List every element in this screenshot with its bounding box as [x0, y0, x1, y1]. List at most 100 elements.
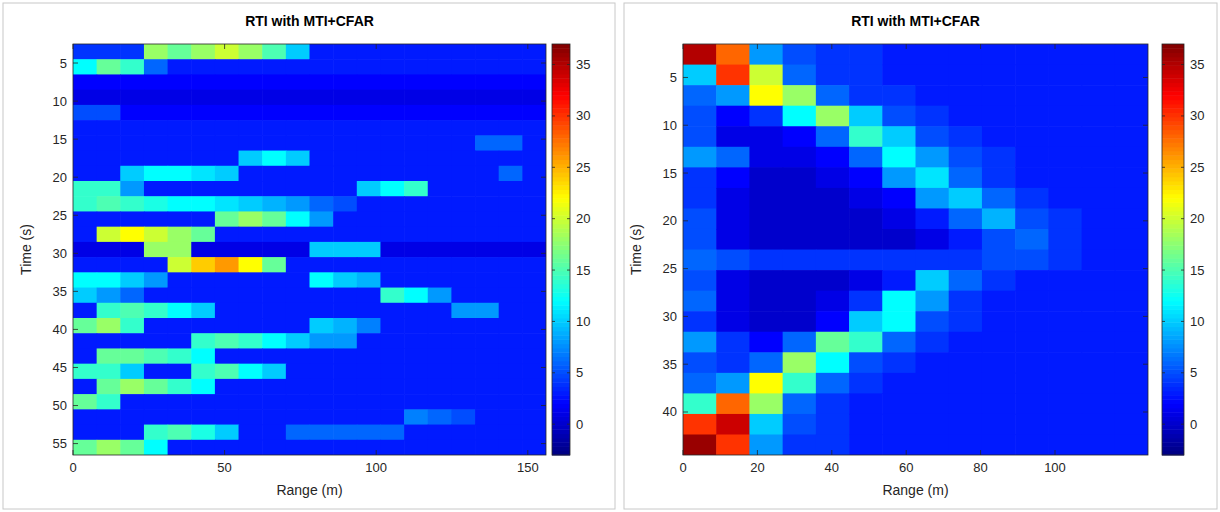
cell	[522, 44, 546, 60]
y-tick	[683, 364, 688, 365]
cell	[191, 151, 215, 167]
colorbar-gradient	[552, 190, 570, 195]
y-tick-label: 5	[60, 56, 67, 71]
cell	[1115, 85, 1148, 106]
cell	[286, 425, 310, 441]
cell	[310, 151, 334, 167]
cell	[168, 211, 192, 227]
colorbar-gradient	[552, 369, 570, 374]
cell	[357, 364, 381, 380]
colorbar-tick-label: 15	[1190, 263, 1204, 278]
cell	[451, 379, 475, 395]
cell	[499, 425, 523, 441]
cell	[333, 394, 357, 410]
cell	[120, 211, 144, 227]
colorbar-gradient	[1162, 147, 1184, 152]
cell	[73, 364, 97, 380]
cell	[404, 135, 428, 151]
cell	[1048, 434, 1082, 455]
colorbar-gradient	[552, 361, 570, 366]
cell	[716, 332, 750, 353]
colorbar-gradient	[552, 412, 570, 417]
x-tick-label: 150	[517, 460, 539, 475]
cell	[749, 291, 783, 312]
cell	[215, 74, 239, 90]
cell	[168, 364, 192, 380]
cell	[286, 120, 310, 136]
cell	[262, 181, 286, 197]
cell	[499, 333, 523, 349]
x-tick	[1055, 450, 1056, 455]
colorbar-tick-label: 10	[576, 314, 590, 329]
cell	[310, 440, 334, 455]
cell	[144, 105, 168, 121]
colorbar-gradient	[552, 442, 570, 447]
y-tick-label: 25	[663, 261, 677, 276]
cell	[451, 272, 475, 288]
colorbar-gradient	[1162, 348, 1184, 353]
cell	[286, 59, 310, 75]
cell	[749, 65, 783, 86]
cell	[239, 257, 263, 273]
colorbar-gradient	[552, 142, 570, 147]
cell	[239, 166, 263, 182]
cell	[357, 120, 381, 136]
cell	[499, 303, 523, 319]
cell	[451, 44, 475, 60]
colorbar-gradient	[552, 172, 570, 177]
cell	[749, 311, 783, 332]
cell	[357, 181, 381, 197]
cell	[451, 409, 475, 425]
cell	[1015, 291, 1049, 312]
cell	[73, 227, 97, 243]
cell	[428, 440, 452, 455]
cell	[683, 65, 717, 86]
cell	[239, 394, 263, 410]
cell	[475, 242, 499, 258]
y-tick-label: 40	[53, 322, 67, 337]
cell	[451, 440, 475, 455]
cell	[683, 85, 717, 106]
cell	[1082, 44, 1116, 65]
colorbar-gradient	[1162, 357, 1184, 362]
cell	[716, 106, 750, 127]
colorbar-gradient	[1162, 65, 1184, 70]
cell	[333, 151, 357, 167]
cell	[849, 270, 883, 291]
cell	[949, 208, 983, 229]
cell	[783, 250, 817, 271]
cell	[357, 348, 381, 364]
colorbar-tick-label: 5	[576, 365, 583, 380]
figure: 050100150510152025303540455055RTI with M…	[0, 0, 1220, 512]
cell	[380, 120, 404, 136]
cell	[683, 106, 717, 127]
cell	[191, 242, 215, 258]
cell	[380, 333, 404, 349]
x-tick-label: 100	[1044, 460, 1066, 475]
x-axis-title: Range (m)	[882, 482, 948, 498]
y-tick-label: 40	[663, 404, 677, 419]
plot-frame	[683, 44, 1148, 455]
colorbar-tick-label: 25	[576, 160, 590, 175]
colorbar-tick	[552, 167, 555, 168]
cell	[522, 257, 546, 273]
cell	[916, 352, 950, 373]
cell	[310, 409, 334, 425]
colorbar-gradient	[1162, 142, 1184, 147]
colorbar-gradient	[552, 275, 570, 280]
cell	[120, 74, 144, 90]
cell	[310, 105, 334, 121]
cell	[916, 434, 950, 455]
cell	[215, 211, 239, 227]
cell	[357, 272, 381, 288]
cell	[97, 74, 121, 90]
cell	[716, 311, 750, 332]
colorbar-gradient	[552, 83, 570, 88]
cell	[286, 288, 310, 304]
x-tick	[376, 44, 377, 49]
colorbar-gradient	[1162, 399, 1184, 404]
colorbar-tick	[1181, 115, 1184, 116]
cell	[73, 105, 97, 121]
colorbar-gradient	[1162, 425, 1184, 430]
x-tick	[831, 450, 832, 455]
